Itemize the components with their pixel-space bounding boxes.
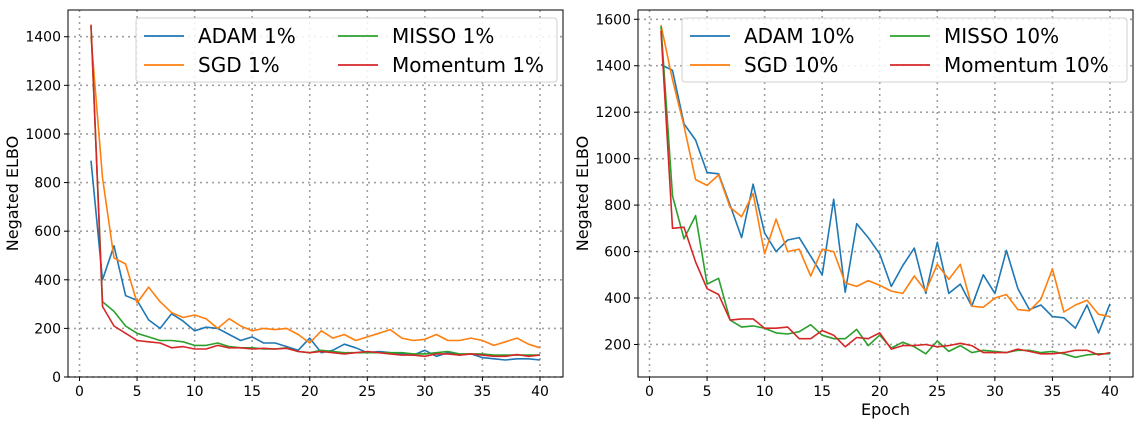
series-line-0 [90, 160, 541, 361]
y-axis-label: Negated ELBO [573, 136, 592, 251]
legend-label: ADAM 10% [744, 24, 854, 48]
y-tick-label: 800 [604, 198, 631, 214]
plot-frame [67, 9, 564, 378]
legend-box [135, 17, 558, 83]
y-tick-label: 1400 [25, 30, 61, 46]
left-chart-panel: 0 5 10 15 20 25 30 35 40020040060080010001200140… [3, 9, 564, 400]
legend-label: SGD 10% [744, 53, 838, 77]
y-tick-label: 400 [34, 273, 61, 289]
y-tick-label: 400 [604, 291, 631, 307]
x-tick-label: 15 [243, 384, 261, 400]
legend-label: Momentum 1% [392, 53, 544, 77]
x-tick-label: 20 [871, 384, 889, 400]
x-tick-label: 40 [1101, 384, 1119, 400]
y-tick-label: 1200 [595, 105, 631, 121]
legend-label: SGD 1% [198, 53, 280, 77]
x-tick-label: 30 [986, 384, 1004, 400]
series-line-3 [90, 24, 541, 358]
x-tick-label: 10 [186, 384, 204, 400]
x-tick-label: 15 [813, 384, 831, 400]
y-tick-label: 800 [34, 176, 61, 192]
series-line-1 [660, 24, 1111, 318]
y-tick-label: 200 [34, 321, 61, 337]
y-tick-label: 1000 [25, 127, 61, 143]
y-tick-label: 1400 [595, 59, 631, 75]
y-axis-label: Negated ELBO [3, 136, 22, 251]
series-line-3 [660, 30, 1111, 356]
y-tick-label: 600 [34, 224, 61, 240]
x-tick-label: 10 [756, 384, 774, 400]
x-tick-label: 25 [928, 384, 946, 400]
y-tick-label: 200 [604, 337, 631, 353]
y-tick-label: 600 [604, 245, 631, 261]
x-tick-label: 25 [358, 384, 376, 400]
x-tick-label: 35 [474, 384, 492, 400]
x-axis-label: Epoch [861, 400, 910, 419]
plot-frame [637, 9, 1134, 378]
y-tick-label: 1600 [595, 12, 631, 28]
x-tick-label: 0 [75, 384, 84, 400]
x-tick-label: 5 [133, 384, 142, 400]
y-tick-label: 0 [52, 370, 61, 386]
x-tick-label: 30 [416, 384, 434, 400]
legend: ADAM 1% SGD 1% MISSO 1% Momentum 1% [135, 17, 558, 83]
legend-label: Momentum 10% [944, 53, 1109, 77]
x-tick-label: 35 [1044, 384, 1062, 400]
x-tick-label: 0 [645, 384, 654, 400]
y-tick-label: 1000 [595, 152, 631, 168]
legend-label: MISSO 1% [392, 24, 494, 48]
legend-box [681, 17, 1128, 83]
legend-label: MISSO 10% [944, 24, 1059, 48]
legend: ADAM 10% SGD 10% MISSO 10% Momentum 10% [681, 17, 1128, 83]
x-tick-label: 20 [301, 384, 319, 400]
series-line-0 [660, 63, 1111, 334]
right-chart-panel: 0 5 10 15 20 25 30 35 40 200 400 600 800 1000 1200 1400… [573, 9, 1134, 419]
x-tick-label: 40 [531, 384, 549, 400]
y-tick-label: 1200 [25, 78, 61, 94]
x-tick-label: 5 [703, 384, 712, 400]
series-line-1 [90, 36, 541, 349]
legend-label: ADAM 1% [198, 24, 296, 48]
